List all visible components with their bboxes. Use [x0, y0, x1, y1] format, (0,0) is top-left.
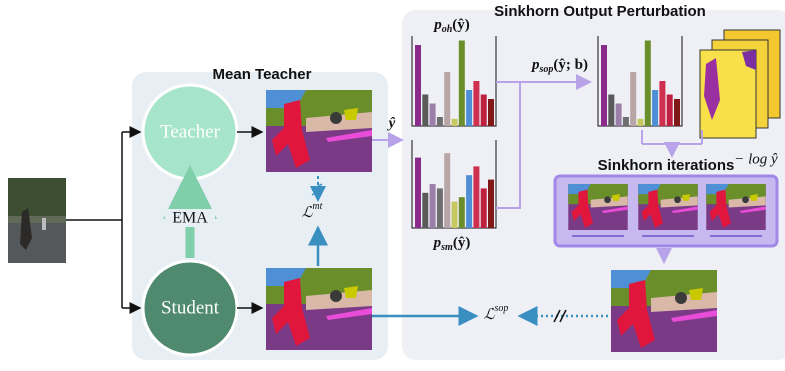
- iteration-map: [638, 184, 697, 230]
- panel-title: Sinkhorn Output Perturbation: [494, 3, 706, 20]
- histogram-bar: [645, 41, 651, 127]
- node-label: Student: [161, 297, 220, 318]
- histogram-bar: [452, 202, 458, 228]
- connector: [66, 132, 122, 308]
- perturbed-prediction: [611, 270, 717, 352]
- histogram-bar: [422, 95, 428, 127]
- math-base: p: [432, 17, 442, 33]
- student-prediction: [266, 268, 372, 350]
- math-sup: mt: [312, 201, 322, 212]
- histogram-bar: [623, 117, 629, 126]
- histogram-bar: [430, 184, 436, 228]
- histogram-bar: [459, 41, 465, 127]
- panel-title: Mean Teacher: [213, 66, 312, 83]
- teacher-prediction: [266, 90, 372, 172]
- ema-label: EMA: [172, 210, 208, 227]
- neg-log: − log ŷ: [734, 151, 778, 167]
- diagram: Mean Teacher Sinkhorn Output Perturbatio…: [0, 0, 785, 366]
- histogram-bar: [473, 81, 479, 126]
- histogram-bar: [481, 188, 487, 228]
- histogram-bar: [437, 117, 443, 126]
- histogram-bar: [674, 99, 680, 126]
- histogram-bar: [667, 95, 673, 127]
- histogram-bar: [638, 119, 644, 126]
- histogram-bar: [601, 45, 607, 126]
- histogram-bar: [466, 175, 472, 228]
- histogram-bar: [630, 72, 636, 126]
- input-image: [8, 178, 66, 263]
- histogram-bar: [616, 104, 622, 127]
- math-sub: oh: [442, 24, 453, 35]
- histogram-bar: [430, 104, 436, 127]
- histogram-bar: [444, 153, 450, 228]
- histogram-bar: [473, 166, 479, 228]
- histogram-bar: [415, 158, 421, 228]
- box-title: Sinkhorn iterations: [598, 157, 735, 174]
- math-sub: sm: [440, 242, 453, 253]
- histogram-bar: [608, 95, 614, 127]
- iteration-map: [568, 184, 627, 230]
- math-base: p: [530, 57, 540, 73]
- histogram-bar: [452, 119, 458, 126]
- math-base: p: [432, 235, 442, 251]
- math-arg: (ŷ; b): [553, 57, 588, 73]
- p-sop-label: psop(ŷ; b): [530, 57, 588, 75]
- neg-log-stack: [700, 30, 780, 138]
- node-label: Teacher: [160, 121, 221, 142]
- histogram-bar: [488, 180, 494, 228]
- math-arg: (ŷ): [452, 17, 470, 33]
- histogram-bar: [659, 81, 665, 126]
- histogram-bar: [652, 90, 658, 126]
- histogram-bar: [481, 95, 487, 127]
- histogram-bar: [422, 193, 428, 228]
- histogram-bar: [488, 99, 494, 126]
- math-sup: sop: [494, 303, 508, 314]
- math-sub: sop: [539, 64, 554, 75]
- histogram-bar: [437, 188, 443, 228]
- histogram-bar: [444, 72, 450, 126]
- y-hat: ŷ: [387, 115, 396, 131]
- histogram-bar: [466, 90, 472, 126]
- histogram-bar: [459, 197, 465, 228]
- histogram-bar: [415, 45, 421, 126]
- math-arg: (ŷ): [453, 235, 471, 251]
- iteration-map: [706, 184, 765, 230]
